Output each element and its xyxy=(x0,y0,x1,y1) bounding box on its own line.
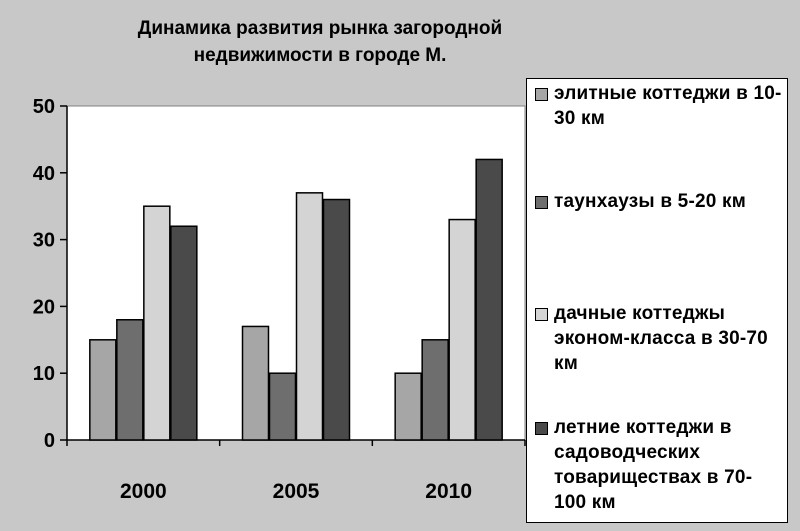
chart-legend: элитные коттеджи в 10-30 км таунхаузы в … xyxy=(526,78,788,523)
bar-таунхаузы-2005 xyxy=(268,372,297,441)
legend-label-elite-cottages: элитные коттеджи в 10-30 км xyxy=(554,83,782,129)
bar-элитные-2010 xyxy=(394,372,422,441)
bar-таунхаузы-2000 xyxy=(116,319,144,441)
bar-летние-2000 xyxy=(170,225,198,441)
bar-таунхаузы-2010 xyxy=(421,339,449,441)
y-tick-label: 20 xyxy=(33,296,55,318)
y-tick-label: 0 xyxy=(44,430,55,452)
legend-swatch-elite-cottages xyxy=(535,88,548,101)
x-tick-label: 2010 xyxy=(425,480,472,503)
legend-label-dacha-cottages: дачные коттеджы эконом-класса в 30-70 км xyxy=(554,303,768,374)
legend-item-dacha-cottages: дачные коттеджы эконом-класса в 30-70 км xyxy=(535,301,783,376)
chart-title-line-1: Динамика развития рынка загородной xyxy=(137,18,503,39)
legend-item-elite-cottages: элитные коттеджи в 10-30 км xyxy=(535,81,783,131)
x-tick-label: 2005 xyxy=(273,480,320,503)
bar-дачные-2010 xyxy=(448,218,476,441)
y-tick-label: 30 xyxy=(33,230,55,252)
chart-title-line-2: недвижимости в городе М. xyxy=(193,45,447,66)
bar-летние-2005 xyxy=(322,198,351,441)
legend-item-summer-cottages: летние коттеджи в садоводческих товарище… xyxy=(535,415,783,515)
legend-label-townhouses: таунхаузы в 5-20 км xyxy=(554,191,746,212)
bar-элитные-2005 xyxy=(241,325,270,441)
y-tick-label: 10 xyxy=(33,363,55,385)
bar-элитные-2000 xyxy=(89,339,117,441)
y-tick-label: 40 xyxy=(33,163,55,185)
bar-дачные-2000 xyxy=(143,205,171,441)
legend-swatch-townhouses xyxy=(535,196,548,209)
bar-дачные-2005 xyxy=(295,192,324,441)
x-tick-label: 2000 xyxy=(120,480,167,503)
bar-летние-2010 xyxy=(475,158,503,441)
legend-swatch-summer-cottages xyxy=(535,422,548,435)
legend-item-townhouses: таунхаузы в 5-20 км xyxy=(535,189,783,214)
legend-swatch-dacha-cottages xyxy=(535,308,548,321)
legend-label-summer-cottages: летние коттеджи в садоводческих товарище… xyxy=(554,417,753,513)
y-tick-label: 50 xyxy=(33,96,55,118)
